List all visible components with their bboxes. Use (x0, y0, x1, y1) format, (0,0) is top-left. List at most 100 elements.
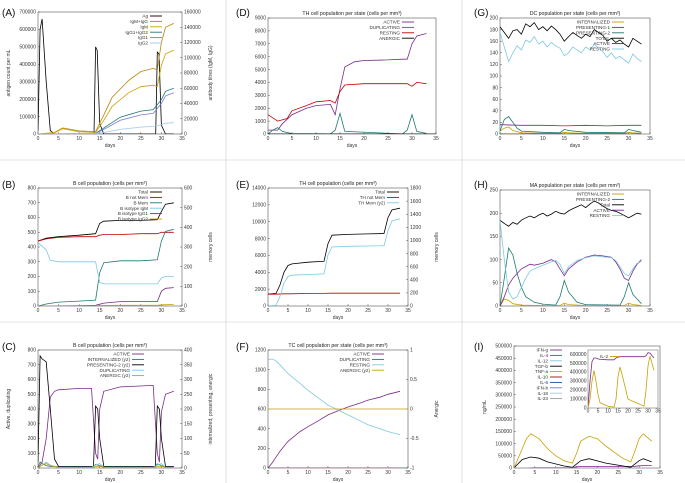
legend-label: ACTIVE (353, 352, 370, 357)
y-tick-label: 800 (28, 348, 37, 354)
inset-x-tick-label: 5 (597, 409, 600, 415)
y-tick-label: 150 (490, 234, 499, 240)
inset-series-line-total (588, 352, 655, 408)
series-group-B (38, 202, 174, 306)
x-tick-label: 30 (409, 136, 415, 142)
x-tick-label: 20 (595, 470, 601, 476)
y2-axis-label-F: Anergic (434, 400, 440, 417)
y2-tick-label: 1000 (410, 238, 421, 244)
legend-label: ACTIVE (593, 208, 610, 213)
series-line-I-tnf-a (514, 433, 652, 468)
y2-tick-label: 1600 (410, 199, 421, 205)
legend-label: RESTING (590, 47, 611, 52)
series-line-B-b-isotype-igm (38, 242, 174, 285)
y2-tick-label: 160000 (184, 10, 201, 16)
y-tick-label: 600 (28, 215, 37, 221)
panel-label-E: (E) (236, 180, 249, 191)
y2-tick-label: 300 (184, 245, 193, 251)
y2-tick-label: 800 (410, 251, 419, 257)
panel-label-D: (D) (236, 8, 250, 19)
x-tick-label: 0 (37, 136, 40, 142)
plot-frame-D (267, 17, 437, 135)
x-tick-label: 15 (325, 470, 331, 476)
y2-tick-label: 140000 (184, 25, 201, 31)
x-tick-label: 35 (179, 136, 185, 142)
legend-label: TH not Mem (360, 195, 385, 200)
chart-title-F: TC cell population per state (cells per … (288, 343, 387, 349)
x-tick-label: 35 (647, 308, 653, 314)
y2-tick-label: 200 (410, 291, 419, 297)
y2-tick-label: 200 (184, 407, 193, 413)
y-tick-label: 0 (263, 304, 266, 310)
legend-label: IgG1+IgG2 (125, 30, 148, 35)
y-tick-label: 700 (28, 362, 37, 368)
series-line-H-internalized (500, 298, 642, 306)
legend-label: IgM+IgG (130, 19, 148, 24)
y-tick-label: 450000 (495, 356, 512, 362)
y-tick-label: 14000 (252, 186, 266, 192)
series-group-I (514, 433, 660, 468)
y2-tick-label: 120000 (184, 40, 201, 46)
y-tick-label: 0 (33, 466, 36, 472)
y-tick-label: 700000 (19, 10, 36, 16)
series-line-F-active (268, 390, 401, 468)
legend-label: ACTIVE (383, 20, 400, 25)
y-tick-label: 300 (28, 421, 37, 427)
y2-axis-label-B: memory cells (208, 232, 214, 262)
y-tick-label: 400 (28, 245, 37, 251)
legend-label: IgG1 (138, 35, 148, 40)
x-tick-label: 20 (583, 136, 589, 142)
inset-legend-label: IL-2 (600, 354, 608, 359)
y-tick-label: 8000 (255, 29, 266, 35)
x-tick-label: 25 (616, 470, 622, 476)
panel-G: (G) DC population per state (cells per mm… (474, 8, 653, 149)
x-tick-label: 25 (365, 308, 371, 314)
y2-tick-label: 600 (184, 186, 193, 192)
series-line-I-tgf-b (514, 456, 652, 468)
y-tick-label: 2000 (255, 287, 266, 293)
y-tick-label: 4000 (255, 80, 266, 86)
y-tick-label: 100 (490, 257, 499, 263)
y-tick-label: 250000 (495, 405, 512, 411)
x-tick-label: 35 (657, 470, 663, 476)
x-tick-label: 0 (37, 470, 40, 476)
x-tick-label: 5 (57, 136, 60, 142)
series-line-B-b-not-mem (38, 231, 174, 242)
y-tick-label: 300000 (19, 79, 36, 85)
series-line-E-th-not-mem (268, 292, 400, 295)
y2-tick-label: 400 (410, 277, 419, 283)
legend-label: ANERGIC (379, 36, 401, 41)
x-tick-label: 15 (337, 136, 343, 142)
x-axis-label-G: days (570, 143, 581, 149)
legend-label: PRESENTING-2 (y2) (87, 362, 131, 367)
y-tick-label: 400000 (495, 368, 512, 374)
chart-title-D: TH cell population per state (cells per … (302, 11, 401, 17)
panel-label-C: (C) (2, 342, 16, 353)
x-axis-label-I: days (582, 477, 593, 483)
series-line-F-resting (268, 358, 401, 435)
legend-label: Total (375, 190, 385, 195)
y-tick-label: 500000 (19, 45, 36, 51)
x-tick-label: 0 (499, 308, 502, 314)
series-line-B-total (38, 202, 174, 242)
y2-tick-label: 200 (184, 264, 193, 270)
x-tick-label: 5 (57, 470, 60, 476)
legend-label: B Mem (133, 200, 148, 205)
y-tick-label: 12000 (252, 203, 266, 209)
chart-title-G: DC population per state (cells per mm³) (530, 11, 621, 17)
x-tick-label: 25 (385, 136, 391, 142)
legend-label: RESTING (350, 362, 371, 367)
x-tick-label: 0 (37, 308, 40, 314)
legend-label: IL-6 (540, 380, 548, 385)
y-tick-label: 0 (263, 466, 266, 472)
x-axis-label-D: days (347, 143, 358, 149)
y-tick-label: 500 (28, 230, 37, 236)
legend-label: TGF-b (535, 364, 549, 369)
y2-tick-label: 500 (184, 205, 193, 211)
panel-label-G: (G) (474, 8, 488, 19)
legend-label: TNF-a (535, 369, 548, 374)
x-tick-label: 20 (583, 308, 589, 314)
y2-tick-label: 250 (184, 392, 193, 398)
x-tick-label: 30 (385, 470, 391, 476)
series-line-A-igm (38, 49, 174, 134)
